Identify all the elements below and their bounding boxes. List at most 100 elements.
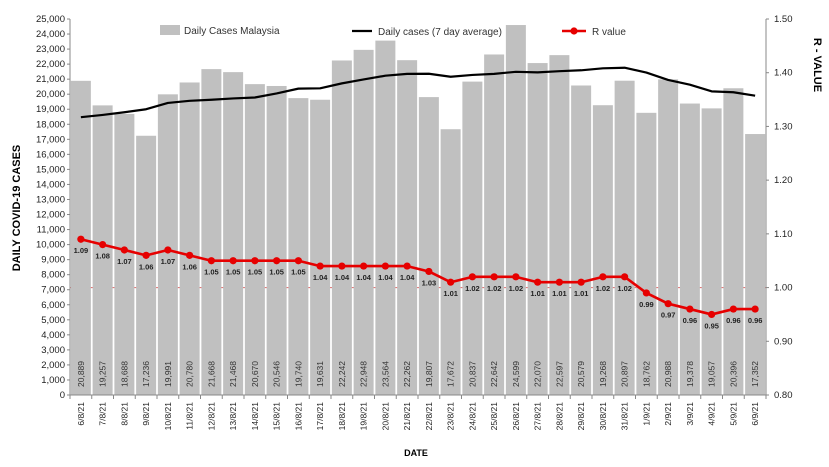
bar-value-label: 23,564 [380,361,390,387]
r-point-30/8/21 [599,273,607,281]
bar-value-label: 22,597 [554,361,564,387]
r-value-label: 1.08 [95,252,110,261]
y-tick-label: 22,000 [36,59,65,70]
r-point-13/8/21 [229,257,237,265]
r-point-18/8/21 [338,262,346,270]
r-point-4/9/21 [708,310,716,319]
x-tick-label: 6/9/21 [750,402,760,426]
bar-value-label: 22,642 [489,361,499,387]
bar-3/9/21 [679,103,700,396]
bar-value-label: 20,897 [620,361,630,387]
r-point-10/8/21 [164,246,172,254]
bar-11/8/21 [179,82,200,395]
r-point-27/8/21 [534,278,542,286]
r-point-6/8/21 [77,235,85,243]
r-value-label: 1.04 [400,273,415,282]
r-point-29/8/21 [577,278,585,286]
bar-18/8/21 [331,60,352,396]
r-value-label: 1.05 [204,268,219,277]
bar-19/8/21 [353,49,374,395]
legend-label-r-value: R value [592,27,626,38]
r-value-label: 1.04 [313,273,328,282]
x-tick-label: 30/8/21 [598,402,608,431]
y-tick-label: 3,000 [41,345,65,356]
bar-value-label: 19,807 [424,361,434,387]
bar-25/8/21 [484,54,505,395]
bar-17/8/21 [310,99,331,396]
bar-value-label: 21,468 [228,361,238,387]
r-point-3/9/21 [686,305,694,313]
bar-15/8/21 [266,85,287,395]
r-value-label: 1.07 [117,257,132,266]
r-point-25/8/21 [490,273,498,281]
y-tick-label: 14,000 [36,179,65,190]
r-value-label: 0.96 [748,316,763,325]
legend-swatch-daily-cases [160,25,180,35]
bar-value-label: 18,688 [119,361,129,387]
bar-13/8/21 [223,72,244,395]
bar-16/8/21 [288,98,309,395]
bar-value-label: 20,546 [272,361,282,387]
x-tick-label: 24/8/21 [467,402,477,431]
y2-tick-label: 0.80 [774,390,793,401]
r-value-label: 1.01 [574,289,589,298]
bar-value-label: 20,396 [728,361,738,387]
bar-23/8/21 [440,129,461,395]
r-value-label: 1.02 [509,284,524,293]
r-point-20/8/21 [381,262,389,270]
r-point-24/8/21 [468,273,476,281]
y2-tick-label: 1.00 [774,283,793,294]
legend-label-daily-cases: Daily Cases Malaysia [184,26,280,37]
average-line-layer [80,66,756,119]
bar-value-label: 24,599 [511,361,521,387]
y-tick-label: 9,000 [41,255,65,266]
x-tick-label: 9/8/21 [141,402,151,426]
bar-value-label: 20,837 [467,361,477,387]
r-value-label: 1.06 [182,262,197,271]
y-tick-label: 8,000 [41,270,65,281]
bar-31/8/21 [614,80,635,396]
x-tick-label: 27/8/21 [533,402,543,431]
legend-marker-r-value [570,27,578,35]
y-tick-label: 1,000 [41,375,65,386]
x-tick-label: 31/8/21 [620,402,630,431]
x-tick-label: 19/8/21 [359,402,369,431]
bar-2/9/21 [658,79,679,395]
r-point-9/8/21 [142,251,150,259]
r-value-label: 1.05 [226,268,241,277]
y-tick-label: 0 [60,390,65,401]
bar-8/8/21 [114,113,135,395]
y-tick-label: 25,000 [36,14,65,25]
r-value-label: 0.99 [639,300,654,309]
x-tick-label: 5/9/21 [728,402,738,426]
r-value-label: 1.02 [617,284,632,293]
y-tick-label: 6,000 [41,300,65,311]
r-value-label: 0.96 [683,316,698,325]
y-tick-label: 7,000 [41,285,65,296]
axes-layer: 0 1,000 2,000 3,000 4,000 5,000 6,000 7,000 8,00… [36,14,793,430]
y-axis-title: DAILY COVID-19 CASES [11,145,23,272]
bar-1/9/21 [636,112,657,395]
x-tick-label: 23/8/21 [446,402,456,431]
bar-28/8/21 [549,55,570,396]
x-tick-label: 7/8/21 [98,402,108,426]
r-point-1/9/21 [642,289,650,297]
x-tick-label: 29/8/21 [576,402,586,431]
x-tick-label: 10/8/21 [163,402,173,431]
x-tick-label: 28/8/21 [554,402,564,431]
y2-tick-label: 1.50 [774,14,793,25]
bar-value-label: 19,057 [707,361,717,387]
r-value-label: 1.04 [378,273,393,282]
bar-7/8/21 [92,105,113,395]
r-value-layer: 1.09 1.08 1.07 1.06 1.07 1.06 1.05 1.05 1.05 1.05… [74,235,763,330]
y-tick-label: 19,000 [36,104,65,115]
r-point-14/8/21 [251,257,259,265]
bar-labels-layer: 20,889 19,257 18,688 17,236 19,991 20,780 21,6… [76,361,760,387]
bar-value-label: 20,889 [76,361,86,387]
r-value-label: 0.95 [704,321,719,330]
r-point-16/8/21 [294,257,302,265]
r-point-19/8/21 [360,262,368,270]
bar-value-label: 19,257 [98,361,108,387]
bar-value-label: 20,670 [250,361,260,387]
